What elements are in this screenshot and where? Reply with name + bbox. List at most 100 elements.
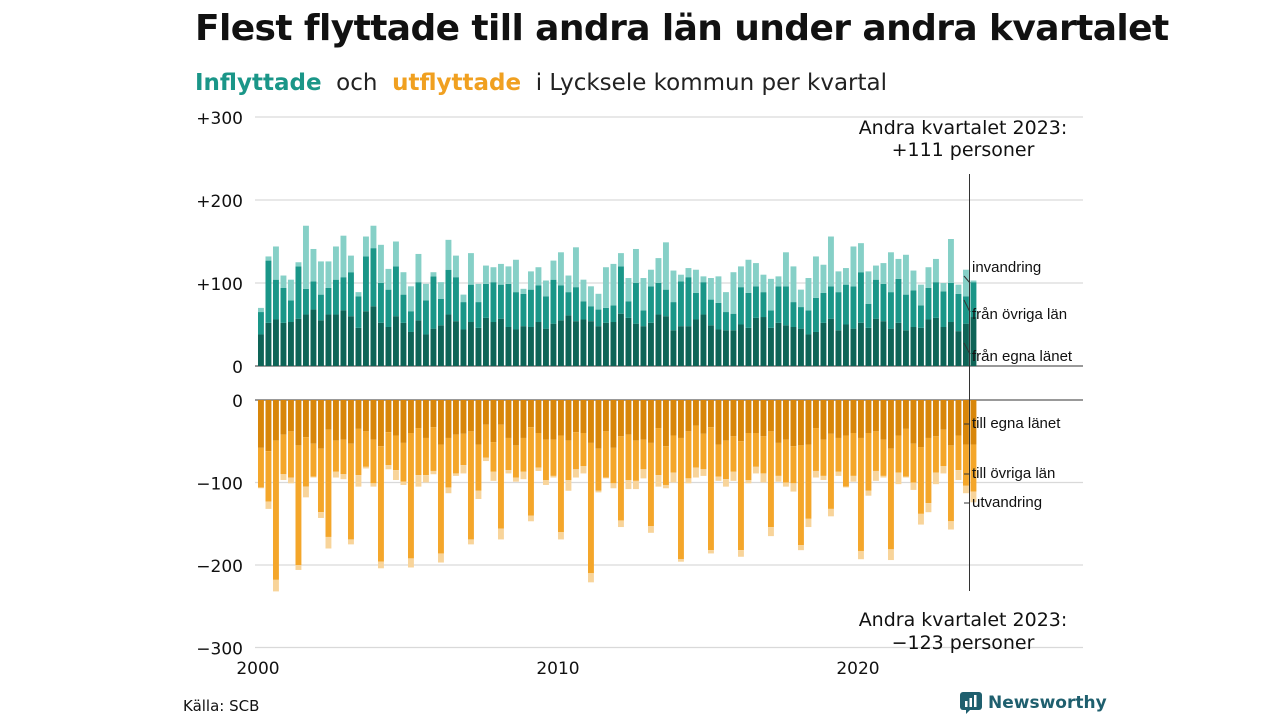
inflow-bar-segment [498, 284, 504, 319]
inflow-bar-segment [445, 269, 452, 315]
outflow-bar-segment [378, 400, 384, 447]
inflow-bar-segment [475, 283, 482, 303]
inflow-bar-segment [798, 328, 804, 366]
outflow-bar-segment [393, 435, 399, 471]
inflow-bar-segment [333, 279, 339, 315]
inflow-bar-segment [910, 270, 917, 291]
outflow-bar-segment [918, 447, 924, 514]
outflow-bar-segment [400, 400, 407, 443]
inflow-bar-segment [640, 326, 647, 366]
inflow-bar-segment [393, 266, 399, 317]
inflow-bar-segment [558, 285, 564, 321]
outflow-bar-segment [310, 443, 317, 477]
outflow-bar-segment [738, 550, 744, 557]
outflow-bar-segment [925, 400, 932, 438]
inflow-bar-segment [865, 303, 872, 328]
inflow-bar-segment [400, 322, 407, 366]
outflow-bar-segment [258, 400, 264, 448]
inflow-bar-segment [363, 256, 369, 312]
inflow-bar-segment [663, 316, 669, 366]
outflow-bar-segment [865, 490, 872, 496]
inflow-bar-segment [468, 253, 474, 285]
outflow-bar-segment [318, 400, 324, 449]
inflow-bar-segment [273, 246, 279, 280]
inflow-bar-segment [475, 302, 482, 328]
outflow-bar-segment [580, 400, 587, 433]
x-tick-label: 2010 [536, 659, 579, 679]
inflow-bar-segment [730, 272, 737, 314]
inflow-bar-segment [610, 322, 617, 366]
outflow-bar-segment [438, 553, 444, 563]
series-label-inflow: invandring [972, 259, 1041, 276]
outflow-bar-segment [963, 444, 969, 486]
outflow-bar-segment [520, 437, 527, 472]
outflow-bar-segment [775, 400, 782, 443]
inflow-bar-segment [963, 296, 969, 324]
outflow-bar-segment [363, 466, 369, 469]
outflow-bar-segment [685, 478, 692, 484]
y-tick-label: −300 [196, 640, 243, 660]
inflow-bar-segment [940, 326, 947, 366]
inflow-bar-segment [925, 287, 932, 320]
inflow-bar-segment [318, 294, 324, 321]
outflow-bar-segment [468, 431, 474, 540]
outflow-bar-segment [513, 477, 519, 482]
outflow-bar-segment [858, 550, 864, 560]
inflow-bar-segment [730, 313, 737, 331]
outflow-bar-segment [955, 400, 962, 436]
outflow-bar-segment [265, 400, 272, 452]
inflow-bar-segment [648, 286, 654, 323]
outflow-bar-segment [948, 521, 954, 530]
outflow-bar-segment [730, 400, 737, 437]
outflow-bar-segment [813, 470, 819, 478]
inflow-bar-segment [648, 269, 654, 287]
inflow-bar-segment [453, 277, 459, 322]
inflow-bar-segment [520, 288, 527, 294]
outflow-bar-segment [378, 446, 384, 562]
inflow-bar-segment [310, 248, 317, 282]
inflow-bar-segment [820, 264, 827, 293]
outflow-bar-segment [333, 400, 339, 441]
outflow-bar-segment [505, 400, 512, 438]
inflow-bar-segment [468, 284, 474, 323]
outflow-bar-segment [730, 436, 737, 472]
inflow-bar-segment [948, 283, 954, 323]
outflow-bar-segment [483, 424, 489, 458]
inflow-bar-segment [970, 282, 977, 318]
outflow-bar-segment [678, 400, 684, 438]
outflow-bar-segment [805, 518, 812, 528]
outflow-bar-segment [828, 508, 834, 517]
inflow-bar-segment [348, 255, 354, 273]
inflow-bar-segment [325, 287, 332, 315]
annotation-bottom-line2: −123 personer [892, 632, 1035, 654]
outflow-bar-segment [280, 400, 287, 435]
outflow-bar-segment [873, 431, 879, 471]
outflow-bar-segment [498, 424, 504, 529]
outflow-bar-segment [535, 467, 542, 471]
inflow-bar-segment [640, 278, 647, 311]
outflow-bar-segment [888, 549, 894, 561]
outflow-bar-segment [363, 431, 369, 467]
inflow-bar-segment [783, 286, 789, 326]
outflow-bar-segment [933, 436, 939, 473]
outflow-bar-segment [415, 400, 422, 429]
outflow-bar-segment [588, 573, 594, 583]
inflow-bar-segment [858, 243, 864, 273]
outflow-bar-segment [625, 434, 632, 481]
inflow-bar-segment [528, 271, 534, 290]
inflow-bar-segment [333, 246, 339, 280]
outflow-bar-segment [790, 400, 797, 447]
outflow-bar-segment [948, 445, 954, 522]
outflow-bar-segment [340, 439, 347, 475]
outflow-bar-segment [888, 400, 894, 449]
inflow-bar-segment [625, 301, 632, 318]
inflow-bar-segment [265, 260, 272, 323]
inflow-bar-segment [333, 314, 339, 366]
inflow-bar-segment [535, 267, 542, 286]
outflow-bar-segment [760, 400, 767, 437]
outflow-bar-segment [573, 400, 579, 433]
outflow-bar-segment [880, 475, 887, 478]
outflow-bar-segment [415, 475, 422, 487]
outflow-bar-segment [715, 476, 722, 481]
inflow-bar-segment [828, 286, 834, 319]
